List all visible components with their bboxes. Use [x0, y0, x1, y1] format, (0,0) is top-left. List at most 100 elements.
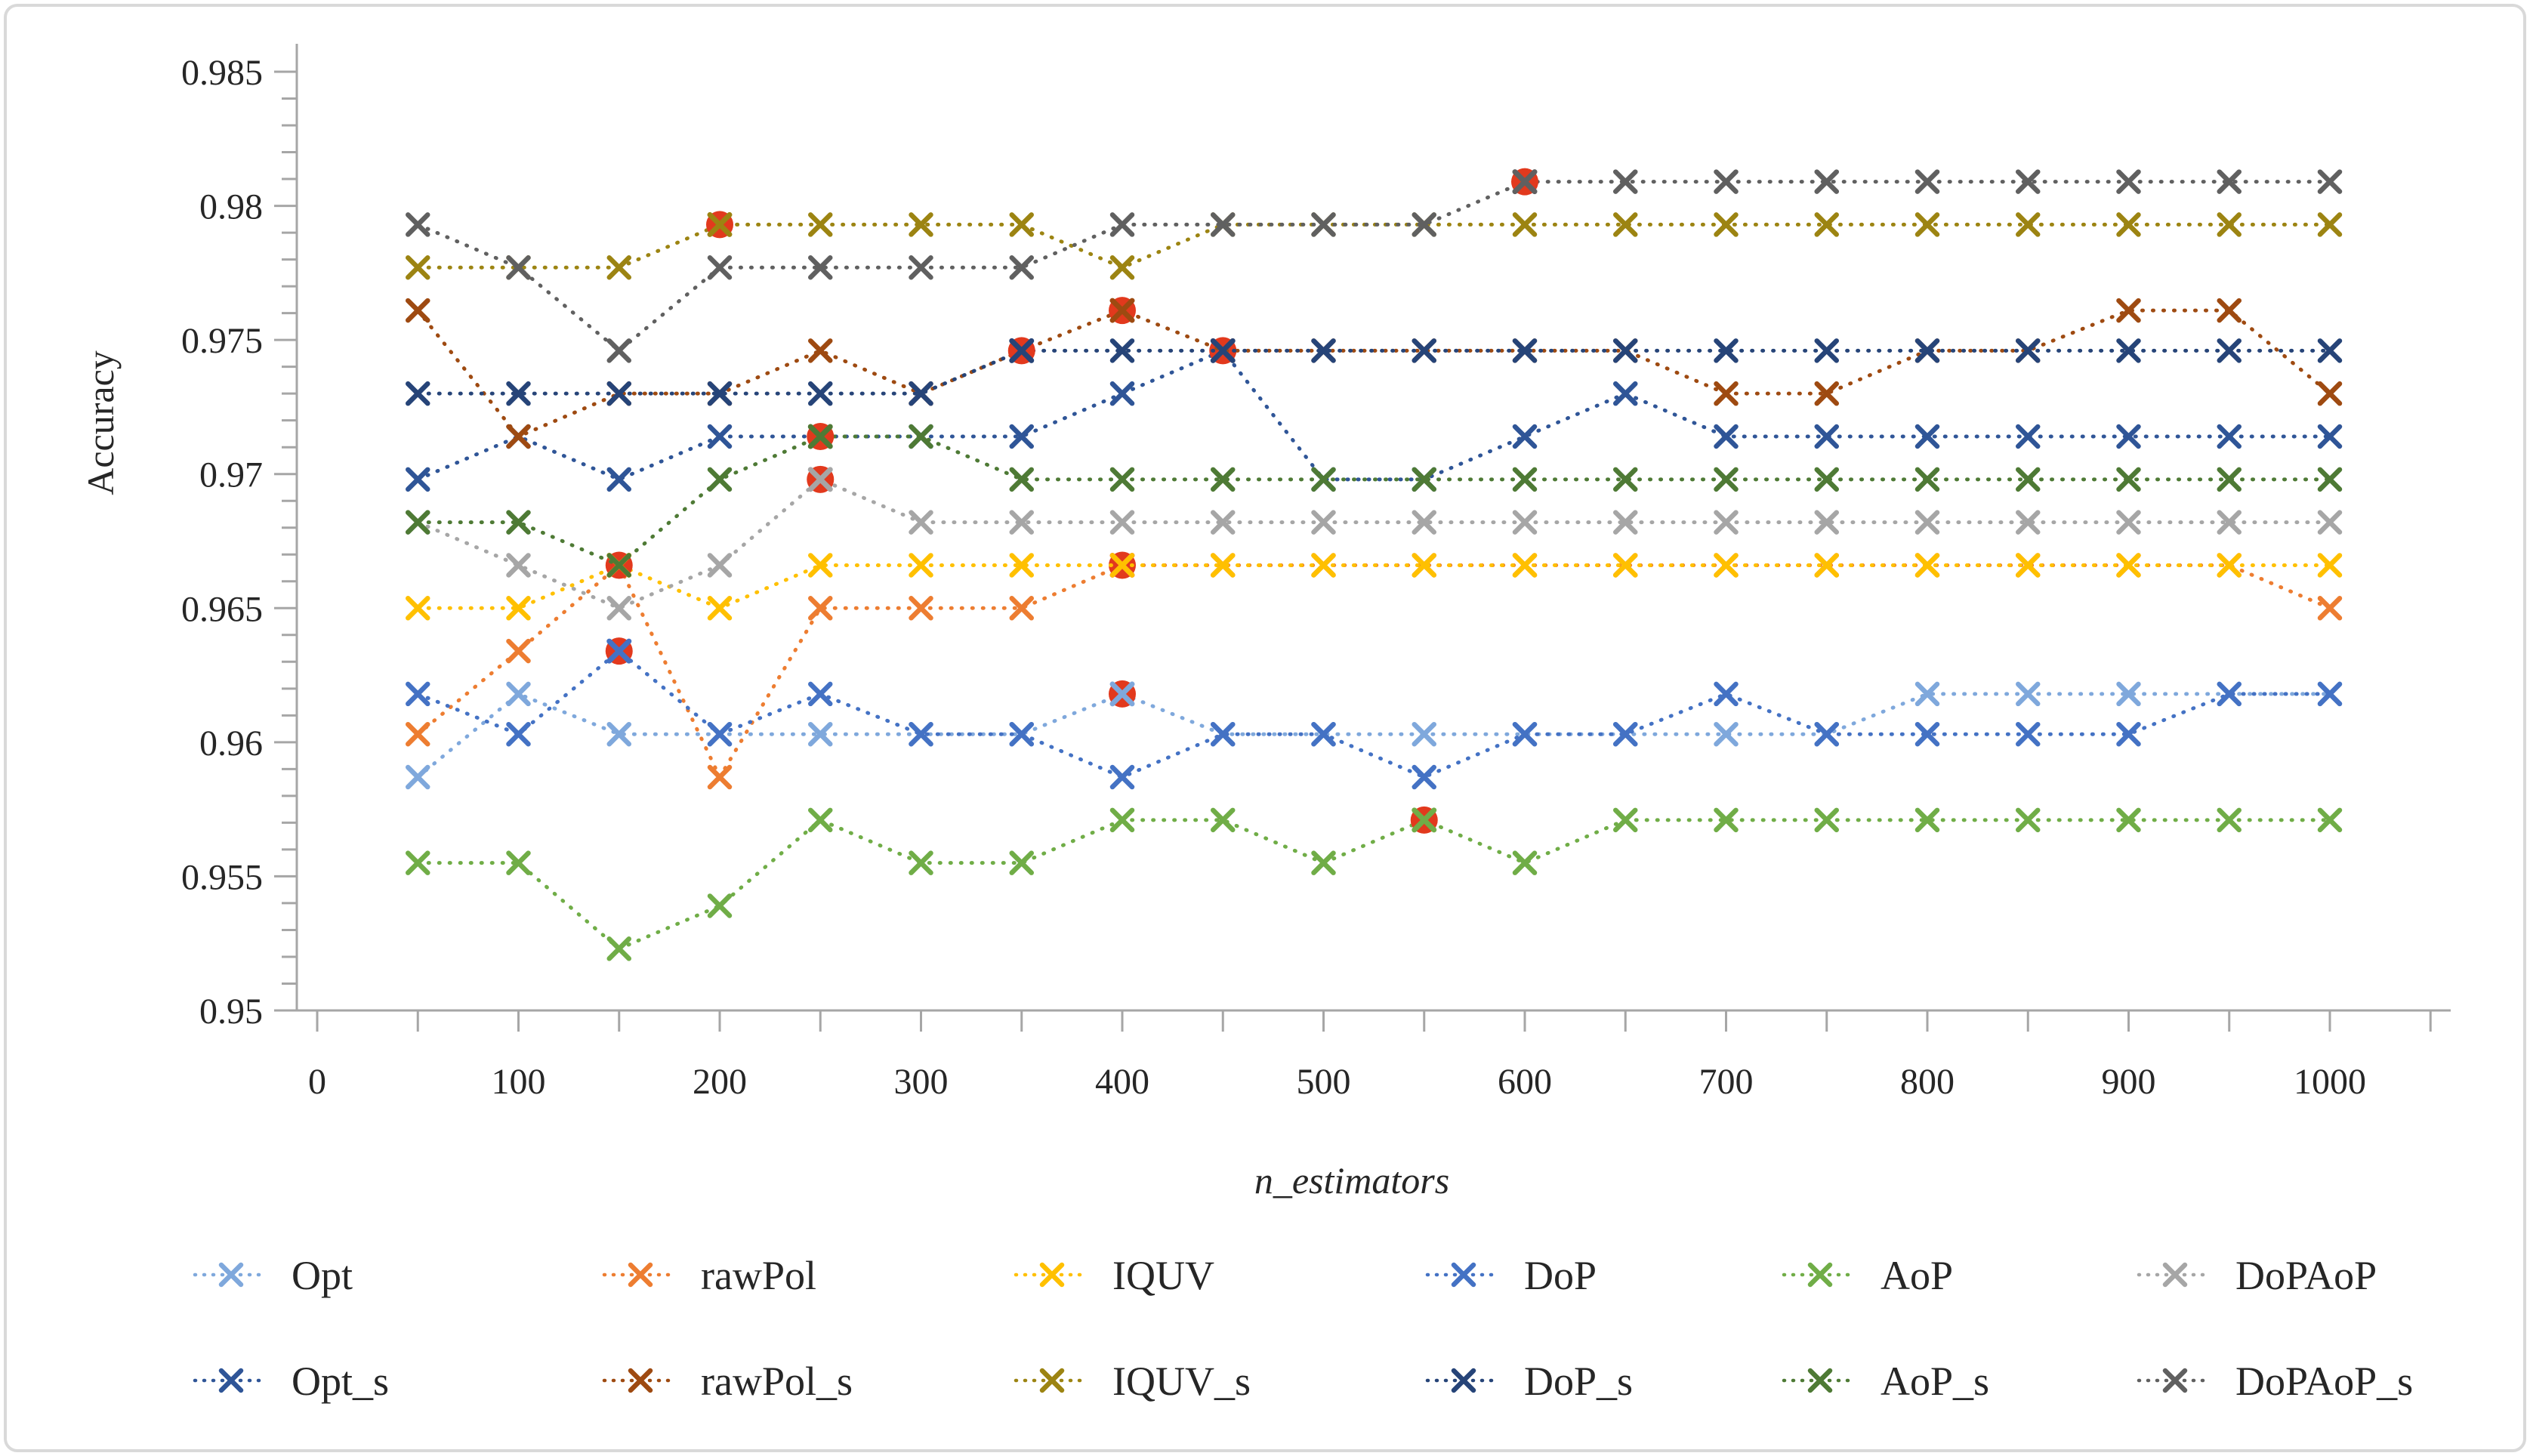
x-marker [808, 338, 833, 363]
legend-item-DoPAoP_s[interactable]: DoPAoP_s [2137, 1359, 2413, 1404]
x-marker [1814, 424, 1839, 449]
plot-area [406, 168, 2343, 961]
x-marker [1512, 338, 1538, 363]
x-marker [2116, 338, 2141, 363]
x-marker [807, 467, 833, 492]
x-marker [1311, 338, 1336, 363]
x-marker [1009, 510, 1034, 535]
legend-item-DoP[interactable]: DoP [1425, 1253, 1597, 1298]
x-marker [1009, 212, 1034, 237]
series-IQUV_s [406, 211, 2343, 280]
x-marker [2116, 807, 2141, 833]
series-IQUV [406, 551, 2343, 621]
x-marker [808, 553, 833, 578]
x-marker [2217, 510, 2242, 535]
legend-item-AoP[interactable]: AoP [1782, 1253, 1953, 1298]
x-marker [808, 596, 833, 621]
legend-item-AoP_s[interactable]: AoP_s [1782, 1359, 1989, 1404]
x-marker [1914, 510, 1940, 535]
x-marker [1613, 807, 1638, 833]
legend-item-IQUV_s[interactable]: IQUV_s [1014, 1359, 1251, 1404]
series-line-AoP [415, 817, 2332, 952]
x-marker [2317, 553, 2343, 578]
legend-item-IQUV[interactable]: IQUV [1014, 1253, 1214, 1298]
x-marker [909, 553, 933, 578]
x-marker [406, 255, 430, 280]
x-marker [1814, 169, 1839, 194]
legend-swatch-marker [1039, 1368, 1065, 1393]
x-marker [606, 467, 631, 492]
x-marker [606, 936, 631, 961]
x-marker [506, 424, 531, 449]
legend-item-Opt_s[interactable]: Opt_s [193, 1359, 389, 1404]
x-marker [406, 467, 430, 492]
x-marker [1412, 807, 1437, 833]
x-marker [2217, 169, 2242, 194]
legend-item-rawPol[interactable]: rawPol [602, 1253, 816, 1298]
x-marker [1512, 850, 1538, 875]
x-marker [2016, 553, 2041, 578]
x-marker [1512, 424, 1538, 449]
x-marker [1512, 510, 1538, 535]
legend-item-DoPAoP[interactable]: DoPAoP [2137, 1253, 2377, 1298]
x-marker [2016, 338, 2041, 363]
y-axis-title: Accuracy [79, 350, 122, 495]
x-marker [2116, 510, 2141, 535]
x-marker [2116, 721, 2141, 747]
legend-label: rawPol_s [701, 1359, 853, 1404]
x-marker [1613, 467, 1638, 492]
x-marker [2116, 424, 2141, 449]
x-tick-label: 200 [693, 1062, 747, 1102]
x-marker [808, 255, 833, 280]
x-marker [2317, 169, 2343, 194]
x-marker [707, 553, 733, 578]
x-marker [506, 681, 531, 707]
x-marker [1009, 255, 1034, 280]
series-DoPAoP_s [406, 168, 2343, 363]
x-marker [1009, 721, 1034, 747]
x-marker [2317, 381, 2343, 406]
x-marker [2116, 169, 2141, 194]
x-marker [1814, 807, 1839, 833]
x-marker [1211, 212, 1236, 237]
x-marker [1714, 169, 1739, 194]
x-marker [2016, 721, 2041, 747]
series-DoP_s [406, 337, 2343, 406]
series-line-rawPol_s [415, 308, 2332, 440]
legend-swatch-marker [2162, 1262, 2188, 1288]
x-marker [707, 255, 733, 280]
x-marker [1914, 212, 1940, 237]
x-marker [1814, 467, 1839, 492]
legend-item-Opt[interactable]: Opt [193, 1253, 353, 1298]
x-marker [1714, 338, 1739, 363]
x-marker [606, 553, 631, 578]
x-marker [606, 338, 631, 363]
legend-swatch-marker [1807, 1262, 1833, 1288]
x-marker [2217, 212, 2242, 237]
series-line-AoP_s [415, 434, 2332, 568]
series-rawPol_s [406, 297, 2343, 449]
x-tick-label: 1000 [2294, 1062, 2366, 1102]
legend-item-rawPol_s[interactable]: rawPol_s [602, 1359, 853, 1404]
x-marker [1009, 467, 1034, 492]
x-marker [1714, 510, 1739, 535]
y-tick-label: 0.98 [199, 187, 263, 227]
x-marker [2217, 681, 2242, 707]
x-marker [1311, 553, 1336, 578]
x-marker [2317, 424, 2343, 449]
series-DoPAoP [406, 465, 2343, 621]
legend-label: DoPAoP_s [2235, 1359, 2413, 1404]
x-marker [2317, 681, 2343, 707]
legend-item-DoP_s[interactable]: DoP_s [1425, 1359, 1633, 1404]
x-marker [1914, 681, 1940, 707]
x-marker [506, 850, 531, 875]
legend-label: Opt_s [292, 1359, 389, 1404]
x-tick-label: 800 [1900, 1062, 1955, 1102]
x-marker [1109, 255, 1135, 280]
x-marker [506, 510, 531, 535]
x-marker [1814, 212, 1839, 237]
y-tick-label: 0.97 [199, 455, 263, 495]
x-marker [2016, 510, 2041, 535]
x-marker [1814, 721, 1839, 747]
x-marker [707, 596, 733, 621]
